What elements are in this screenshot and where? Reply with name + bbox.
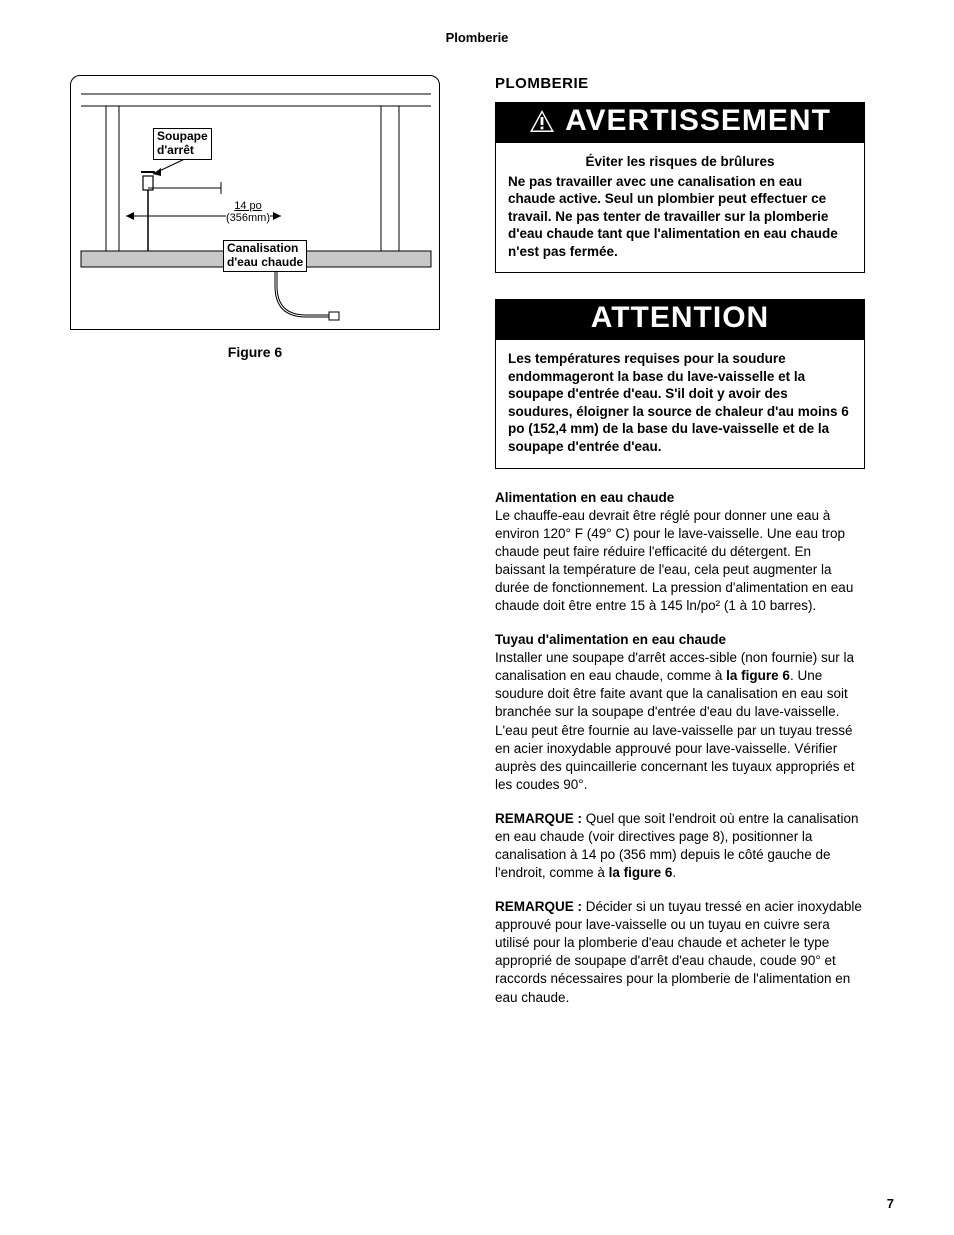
figure-caption: Figure 6 <box>70 344 440 360</box>
p1-heading: Alimentation en eau chaude <box>495 489 865 507</box>
warning-triangle-icon <box>529 109 555 133</box>
section-heading-plomberie: PLOMBERIE <box>495 75 865 92</box>
p1-body: Le chauffe-eau devrait être réglé pour d… <box>495 508 853 613</box>
figure-label-pipe-l2: d'eau chaude <box>227 255 303 269</box>
figure-6-diagram: Soupape d'arrêt 14 po (356mm) Canalisati… <box>70 75 440 330</box>
left-column: Soupape d'arrêt 14 po (356mm) Canalisati… <box>70 75 440 360</box>
paragraph-hot-water-supply: Alimentation en eau chaude Le chauffe-ea… <box>495 489 865 616</box>
attention-box: Les températures requises pour la soudur… <box>495 339 865 468</box>
figure-label-valve-l1: Soupape <box>157 129 208 143</box>
attention-title: ATTENTION <box>591 301 769 335</box>
p4-body: Décider si un tuyau tressé en acier inox… <box>495 899 862 1004</box>
p2-fig-ref: la figure 6 <box>726 668 790 683</box>
p3-label: REMARQUE : <box>495 811 582 826</box>
page-header-title: Plomberie <box>70 30 884 45</box>
p4-label: REMARQUE : <box>495 899 582 914</box>
warning-body: Ne pas travailler avec une canalisation … <box>508 173 852 261</box>
figure-label-valve: Soupape d'arrêt <box>153 128 212 160</box>
paragraph-remark-2: REMARQUE : Décider si un tuyau tressé en… <box>495 898 865 1006</box>
figure-dim-l2: (356mm) <box>226 212 270 224</box>
figure-dimension: 14 po (356mm) <box>226 200 270 224</box>
p2-heading: Tuyau d'alimentation en eau chaude <box>495 631 865 649</box>
paragraph-hot-water-line: Tuyau d'alimentation en eau chaude Insta… <box>495 631 865 794</box>
right-column: PLOMBERIE AVERTISSEMENT Éviter les risqu… <box>495 75 865 1023</box>
figure-label-pipe-l1: Canalisation <box>227 241 298 255</box>
p2-body-b: . Une soudure doit être faite avant que … <box>495 668 854 791</box>
p3-body-b: . <box>672 865 676 880</box>
figure-dim-l1: 14 po <box>234 200 262 212</box>
body-text: Alimentation en eau chaude Le chauffe-ea… <box>495 489 865 1007</box>
paragraph-remark-1: REMARQUE : Quel que soit l'endroit où en… <box>495 810 865 882</box>
page-number: 7 <box>887 1196 894 1211</box>
warning-title: AVERTISSEMENT <box>565 104 831 138</box>
warning-box: Éviter les risques de brûlures Ne pas tr… <box>495 142 865 273</box>
p3-fig-ref: la figure 6 <box>609 865 673 880</box>
attention-body: Les températures requises pour la soudur… <box>508 351 849 454</box>
figure-label-valve-l2: d'arrêt <box>157 143 194 157</box>
warning-bar: AVERTISSEMENT <box>495 102 865 142</box>
figure-label-pipe: Canalisation d'eau chaude <box>223 240 307 272</box>
page: Plomberie <box>0 0 954 1235</box>
attention-bar: ATTENTION <box>495 299 865 339</box>
warning-subtitle: Éviter les risques de brûlures <box>508 153 852 171</box>
two-column-layout: Soupape d'arrêt 14 po (356mm) Canalisati… <box>70 75 884 1023</box>
